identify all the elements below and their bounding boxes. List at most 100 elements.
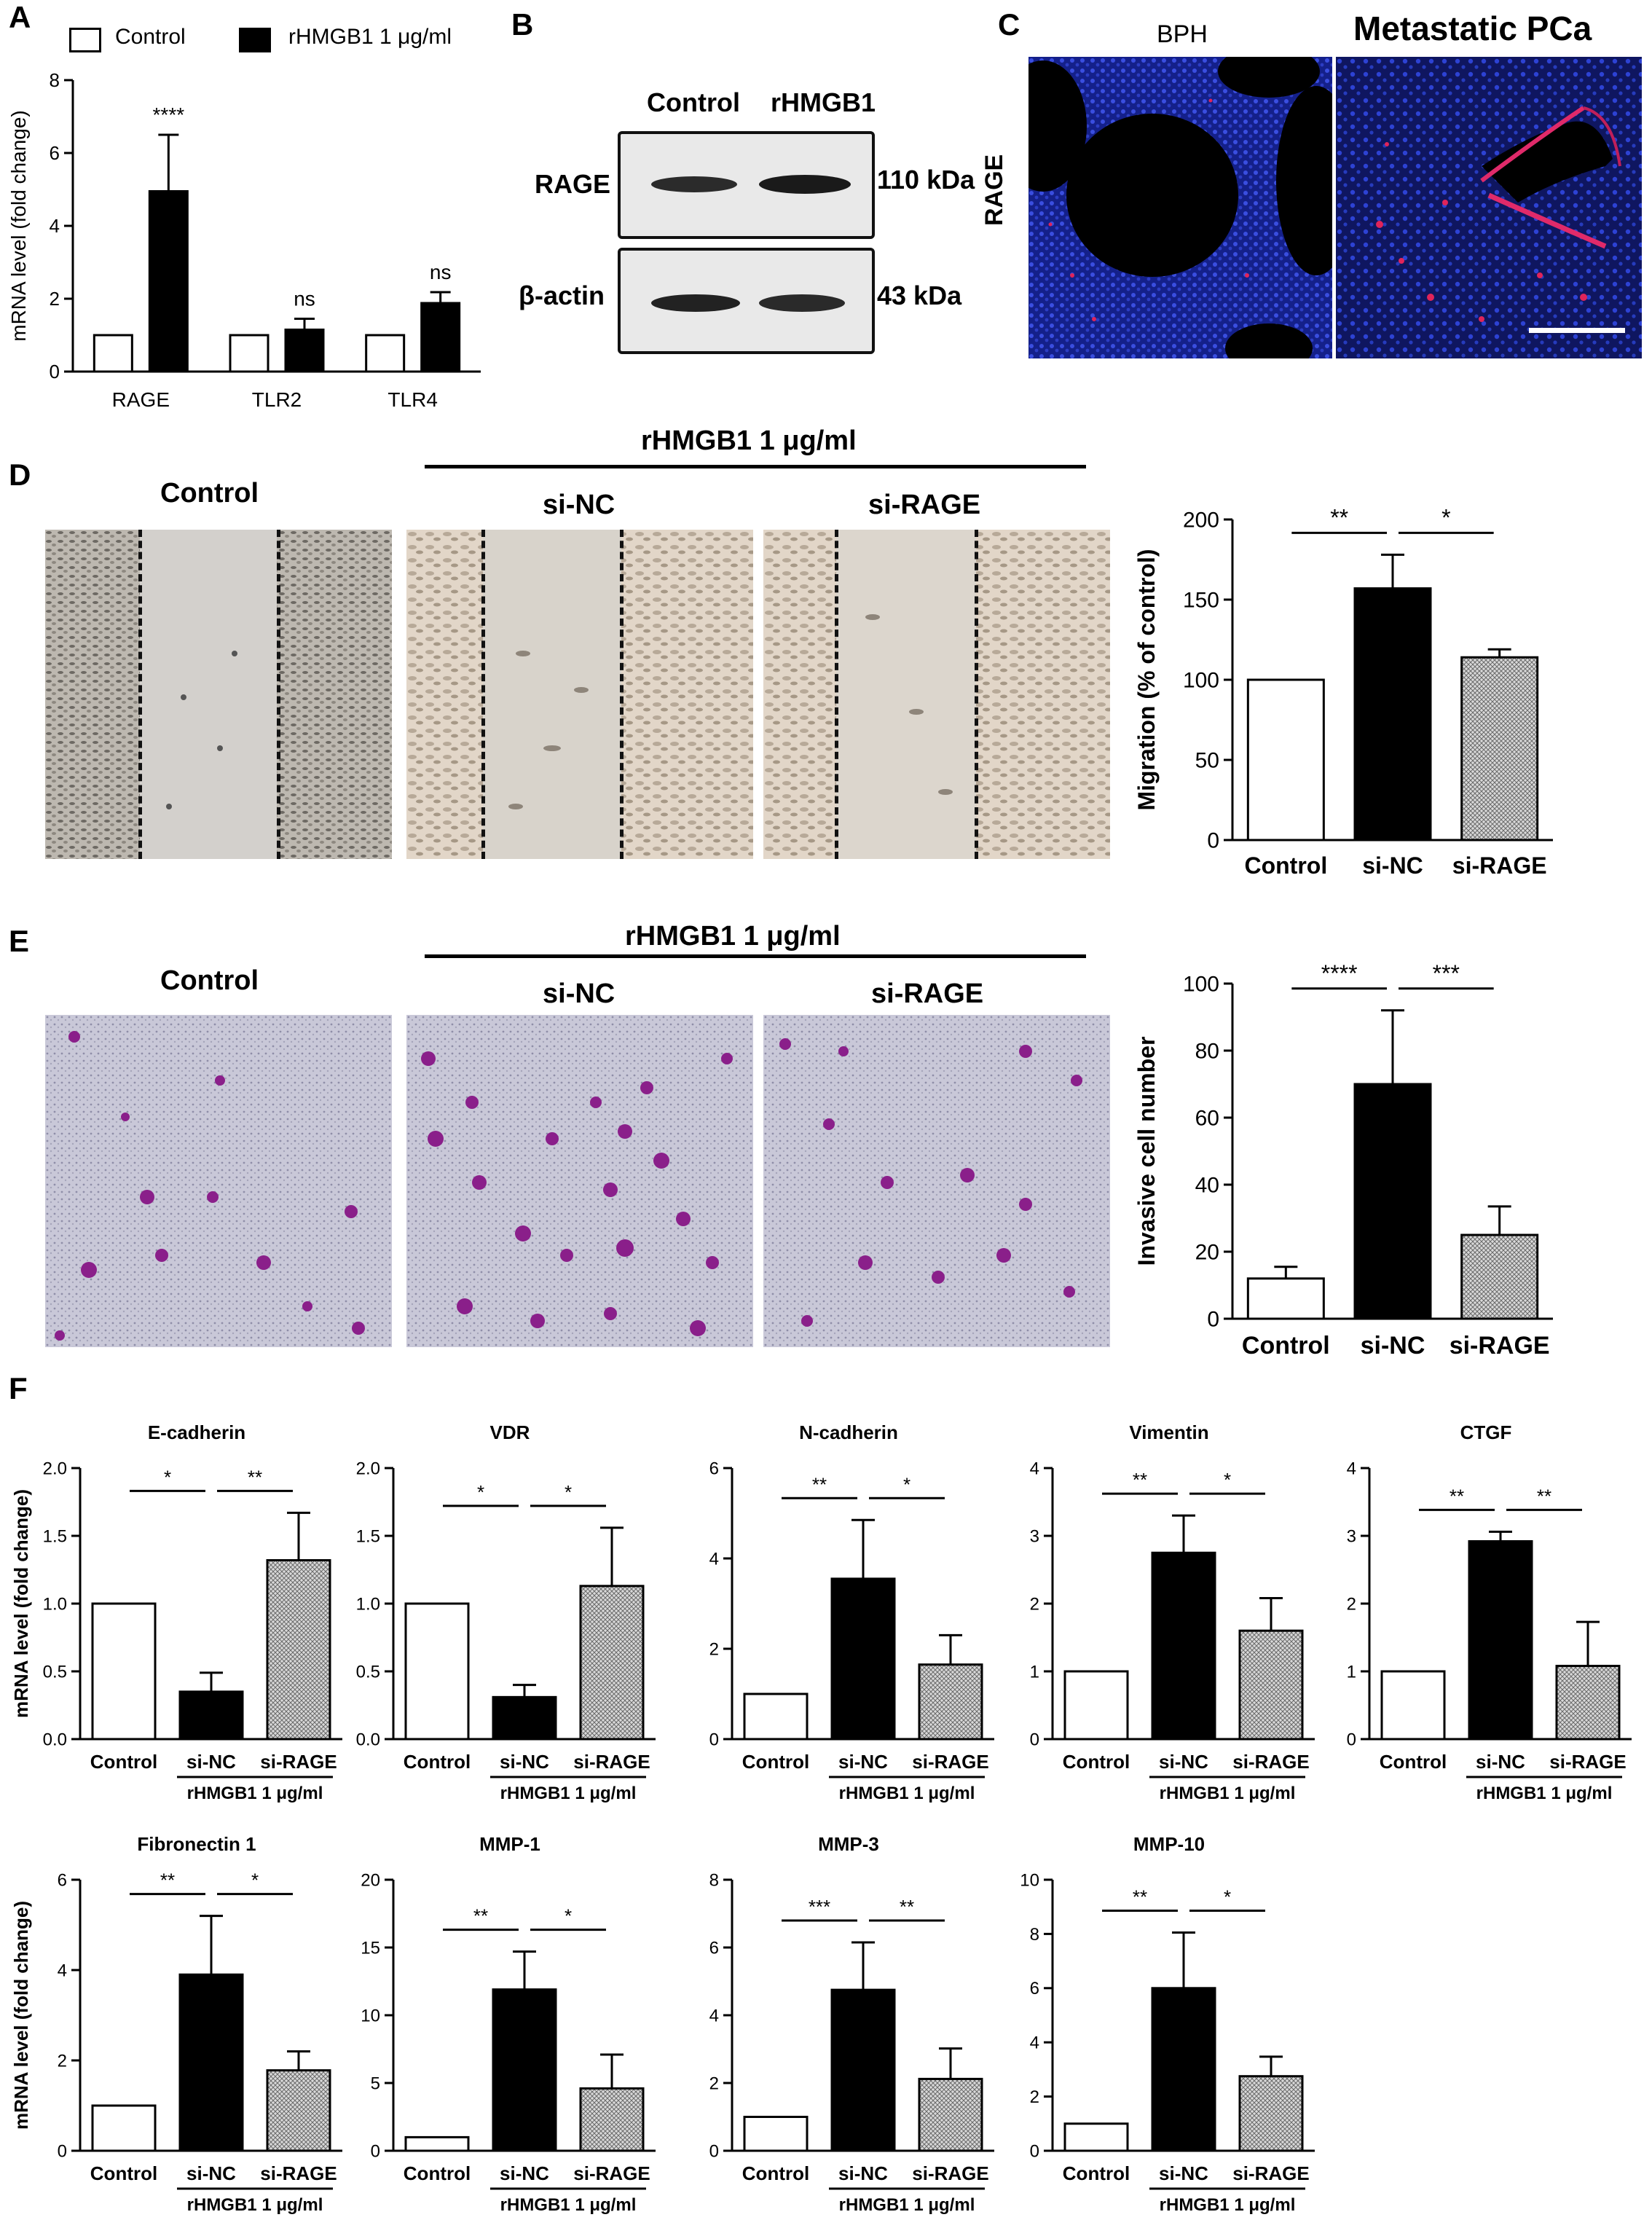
y-tick-label: 100	[1183, 973, 1219, 997]
significance-label: **	[1450, 1485, 1464, 1507]
y-tick-label: 4	[1347, 1459, 1356, 1478]
bar	[1353, 587, 1432, 842]
chart-F2: 0.0 0.5 1.0 1.5 2.0 VDR Control si-NC si-RAGE * * r…	[356, 1421, 656, 1803]
bar	[1063, 2122, 1129, 2152]
significance-label: ***	[1433, 960, 1460, 986]
chart-title: MMP-10	[1133, 1833, 1205, 1855]
bar	[1238, 2075, 1304, 2152]
y-tick-label: 0	[1207, 1308, 1219, 1332]
bar	[743, 1692, 809, 1741]
y-tick-label: 15	[361, 1938, 380, 1958]
significance-label: ****	[1321, 960, 1358, 986]
transwell-image-sinc	[406, 1015, 753, 1347]
bar	[365, 334, 406, 373]
chart-D: 0 50 100 150 200 Migration (% of control) Cont…	[1133, 504, 1553, 879]
x-tick-label: TLR2	[252, 388, 302, 411]
significance-label: *	[1224, 1469, 1231, 1491]
y-tick-label: 10	[361, 2006, 380, 2025]
bar	[1460, 656, 1539, 842]
y-tick-label: 20	[361, 1870, 380, 1890]
bar	[1353, 1083, 1432, 1320]
x-tick-label: Control	[1063, 2162, 1130, 2184]
chart-F1: 0.0 0.5 1.0 1.5 2.0 mRNA level (fold change) E…	[10, 1421, 342, 1803]
transwell-image-sirage-svg	[763, 1015, 1110, 1347]
e-label-control: Control	[160, 965, 259, 996]
bar	[266, 1558, 331, 1741]
significance-label: ****	[153, 103, 185, 126]
y-tick-label: 0.0	[356, 1730, 380, 1749]
x-tick-label: si-NC	[500, 1751, 549, 1773]
bar	[918, 1663, 983, 1741]
blot-col-treat: rHMGB1	[771, 87, 876, 117]
chart-title: CTGF	[1460, 1421, 1512, 1443]
y-tick-label: 8	[709, 1870, 719, 1890]
x-tick-label: si-RAGE	[1232, 1751, 1309, 1773]
bar	[1460, 1233, 1539, 1320]
y-tick-label: 1	[1347, 1662, 1356, 1682]
significance-label: *	[477, 1481, 484, 1503]
y-axis-label: mRNA level (fold change)	[10, 1901, 32, 2130]
y-tick-label: 200	[1183, 509, 1219, 533]
x-tick-label: Control	[1244, 852, 1327, 879]
y-tick-label: 0	[1030, 1730, 1039, 1749]
significance-label: ns	[430, 261, 452, 283]
significance-label: **	[473, 1905, 488, 1927]
y-tick-label: 5	[371, 2074, 380, 2093]
y-tick-label: 0	[58, 2141, 67, 2161]
blot-band-rage-treat	[759, 175, 851, 194]
bar	[579, 1585, 645, 1741]
y-tick-label: 8	[1030, 1925, 1039, 1945]
significance-label: **	[248, 1466, 262, 1488]
group-label: rHMGB1 1 μg/ml	[500, 1784, 637, 1803]
wound-image-sinc-svg	[406, 530, 753, 859]
blot-row-actin: β-actin	[519, 281, 605, 310]
chart-E: 0 20 40 60 80 100 Invasive cell number Control s…	[1133, 960, 1553, 1360]
x-tick-label: si-NC	[838, 2162, 888, 2184]
y-tick-label: 2	[58, 2051, 67, 2071]
bar	[1555, 1665, 1621, 1741]
x-tick-label: Control	[1242, 1332, 1330, 1360]
y-tick-label: 3	[1347, 1526, 1356, 1546]
x-tick-label: TLR4	[388, 388, 437, 411]
chart-F5: 0 1 2 3 4 CTGF Control si-NC si-RAGE ** ** rHMGB1 1…	[1347, 1421, 1632, 1803]
y-axis-label: mRNA level (fold change)	[10, 1489, 32, 1718]
significance-label: ns	[294, 288, 315, 310]
significance-label: *	[903, 1473, 910, 1495]
y-tick-label: 4	[709, 1549, 719, 1569]
blot-kda-actin: 43 kDa	[877, 281, 962, 310]
panel-letter-e: E	[9, 924, 30, 958]
bar	[492, 1988, 557, 2152]
y-tick-label: 1.5	[43, 1526, 67, 1546]
wound-image-control-svg	[45, 530, 392, 859]
scale-bar	[1529, 328, 1625, 333]
x-tick-label: si-NC	[1362, 852, 1423, 879]
x-tick-label: si-NC	[838, 1751, 888, 1773]
x-tick-label: Control	[404, 1751, 471, 1773]
transwell-image-sinc-svg	[406, 1015, 753, 1347]
y-tick-label: 8	[50, 69, 60, 91]
bar	[492, 1695, 557, 1741]
y-tick-label: 0	[50, 361, 60, 383]
blot-col-control: Control	[647, 87, 740, 117]
chart-title: N-cadherin	[799, 1421, 898, 1443]
y-tick-label: 0	[1030, 2141, 1039, 2161]
group-label: rHMGB1 1 μg/ml	[839, 2195, 975, 2215]
wound-image-sinc	[406, 530, 753, 859]
significance-label: ***	[809, 1896, 830, 1918]
y-axis-label: mRNA level (fold change)	[7, 110, 30, 341]
y-axis-label: Invasive cell number	[1133, 1037, 1160, 1266]
bar	[178, 1690, 244, 1741]
y-tick-label: 0.5	[43, 1662, 67, 1682]
legend-treat-swatch	[239, 28, 271, 52]
bar	[1380, 1670, 1446, 1741]
legend-treat-label: rHMGB1 1 μg/ml	[288, 25, 452, 49]
y-tick-label: 150	[1183, 589, 1219, 613]
y-tick-label: 2.0	[43, 1459, 67, 1478]
bar	[91, 1602, 157, 1741]
y-tick-label: 0	[1207, 829, 1219, 853]
y-tick-label: 2	[1347, 1594, 1356, 1614]
